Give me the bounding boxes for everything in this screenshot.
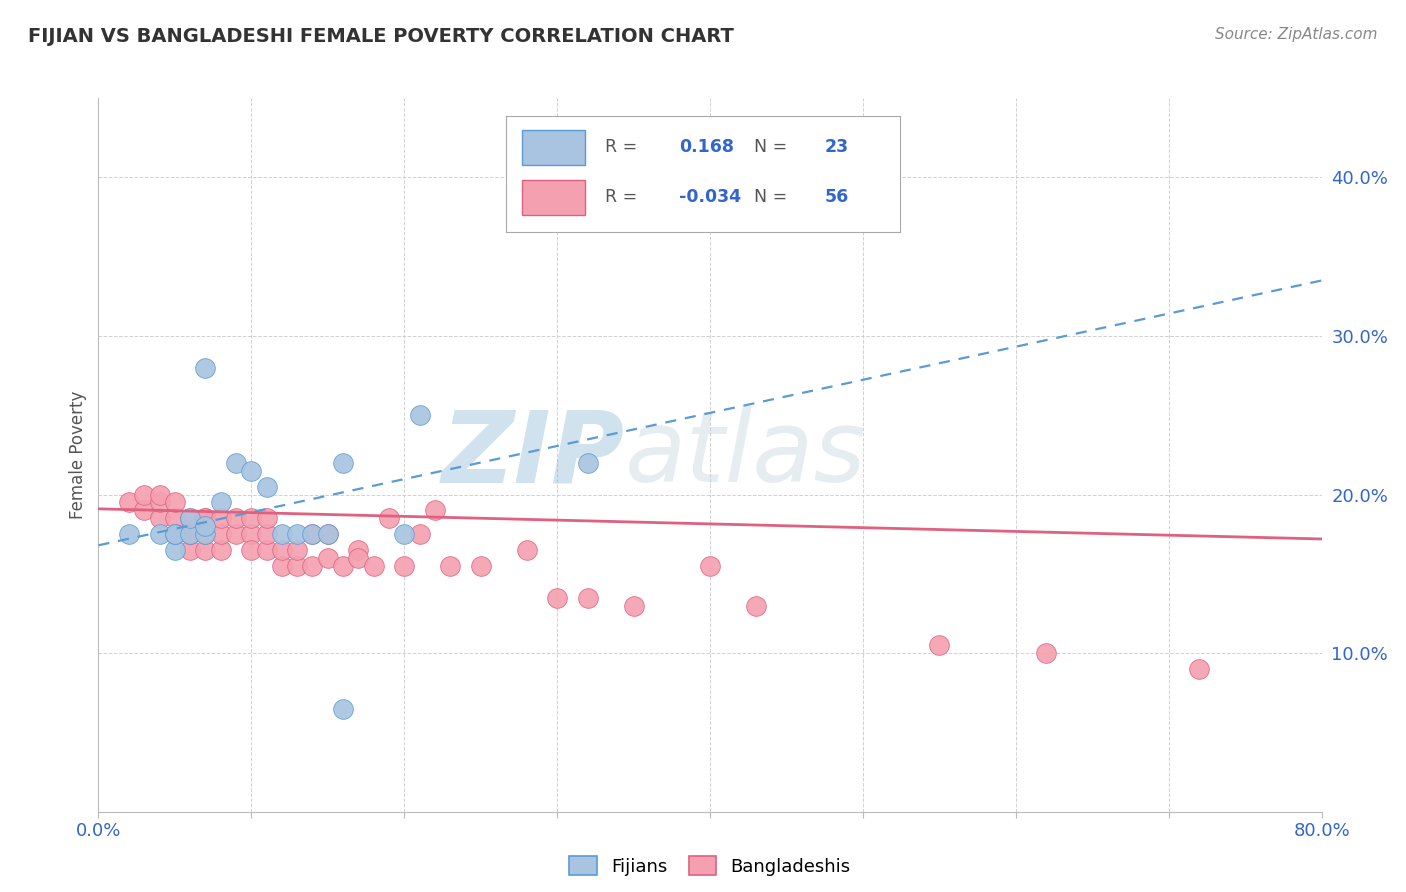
Point — [163, 543, 186, 558]
Point — [225, 527, 247, 541]
Point — [149, 495, 172, 509]
Point — [470, 558, 492, 573]
Point — [576, 591, 599, 605]
Point — [378, 511, 401, 525]
Point — [163, 495, 186, 509]
Point — [699, 558, 721, 573]
Point — [194, 511, 217, 525]
Point — [928, 638, 950, 652]
Point — [546, 591, 568, 605]
Point — [163, 527, 186, 541]
Point — [1035, 646, 1057, 660]
Point — [270, 527, 292, 541]
Text: R =: R = — [605, 138, 643, 156]
Point — [240, 543, 263, 558]
Point — [301, 527, 323, 541]
Text: N =: N = — [754, 188, 793, 206]
Point — [392, 558, 416, 573]
Point — [347, 551, 370, 566]
Text: FIJIAN VS BANGLADESHI FEMALE POVERTY CORRELATION CHART: FIJIAN VS BANGLADESHI FEMALE POVERTY COR… — [28, 27, 734, 45]
Text: R =: R = — [605, 188, 643, 206]
Point — [1188, 662, 1211, 676]
Point — [270, 558, 292, 573]
Point — [270, 543, 292, 558]
Point — [118, 495, 141, 509]
Point — [134, 503, 156, 517]
Point — [256, 543, 278, 558]
Point — [149, 527, 172, 541]
Point — [118, 527, 141, 541]
Point — [179, 511, 201, 525]
Point — [240, 527, 263, 541]
Text: 23: 23 — [825, 138, 849, 156]
Text: -0.034: -0.034 — [679, 188, 741, 206]
Point — [285, 543, 308, 558]
Point — [163, 527, 186, 541]
Point — [225, 511, 247, 525]
Point — [576, 456, 599, 470]
Point — [332, 701, 354, 715]
Point — [301, 558, 323, 573]
Text: Source: ZipAtlas.com: Source: ZipAtlas.com — [1215, 27, 1378, 42]
Point — [316, 527, 339, 541]
Text: N =: N = — [754, 138, 793, 156]
Text: 0.168: 0.168 — [679, 138, 734, 156]
Point — [439, 558, 461, 573]
Point — [392, 527, 416, 541]
Point — [209, 543, 232, 558]
Point — [256, 527, 278, 541]
FancyBboxPatch shape — [522, 179, 585, 214]
Text: atlas: atlas — [624, 407, 866, 503]
Point — [256, 511, 278, 525]
Point — [134, 487, 156, 501]
Point — [179, 543, 201, 558]
Point — [285, 527, 308, 541]
Point — [623, 599, 645, 613]
Point — [163, 527, 186, 541]
Point — [194, 527, 217, 541]
FancyBboxPatch shape — [522, 130, 585, 165]
Point — [194, 527, 217, 541]
Point — [347, 543, 370, 558]
Point — [316, 527, 339, 541]
Point — [240, 511, 263, 525]
Point — [516, 543, 538, 558]
Point — [194, 511, 217, 525]
Point — [332, 456, 354, 470]
Point — [423, 503, 446, 517]
Point — [209, 511, 232, 525]
Point — [194, 543, 217, 558]
Point — [194, 360, 217, 375]
Point — [179, 511, 201, 525]
Point — [285, 558, 308, 573]
Text: 56: 56 — [825, 188, 849, 206]
Point — [163, 527, 186, 541]
Point — [745, 599, 768, 613]
Point — [408, 527, 430, 541]
Point — [225, 456, 247, 470]
Point — [363, 558, 385, 573]
Point — [240, 464, 263, 478]
Point — [149, 511, 172, 525]
Point — [163, 511, 186, 525]
Y-axis label: Female Poverty: Female Poverty — [69, 391, 87, 519]
Text: ZIP: ZIP — [441, 407, 624, 503]
Point — [149, 487, 172, 501]
Point — [194, 519, 217, 533]
Point — [179, 527, 201, 541]
Point — [316, 551, 339, 566]
Legend: Fijians, Bangladeshis: Fijians, Bangladeshis — [561, 847, 859, 885]
Point — [179, 527, 201, 541]
Point — [332, 558, 354, 573]
Point — [301, 527, 323, 541]
Point — [209, 495, 232, 509]
Point — [179, 527, 201, 541]
Point — [256, 480, 278, 494]
Point — [209, 527, 232, 541]
Point — [408, 409, 430, 423]
